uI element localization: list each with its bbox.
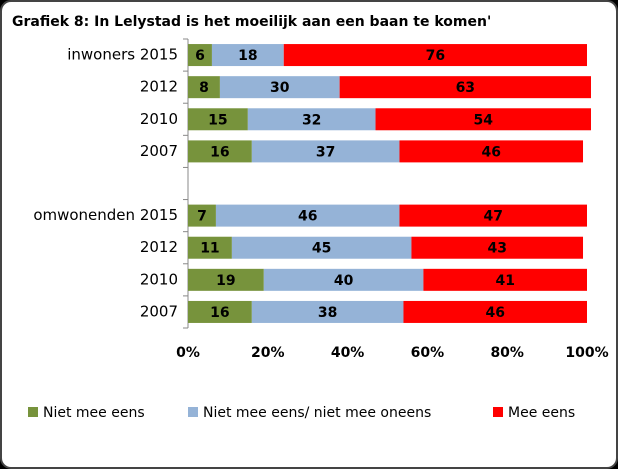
bar-segment (188, 44, 212, 67)
bar-segment (423, 268, 587, 291)
bar-segment (188, 76, 220, 99)
bar-segment (188, 268, 264, 291)
legend-swatch (28, 407, 38, 417)
x-tick-label: 60% (411, 345, 445, 361)
bar-segment (251, 300, 404, 323)
bar-segment (375, 108, 591, 131)
data-label: 41 (495, 273, 514, 289)
bar-segment (188, 140, 252, 163)
y-tick-label: 2012 (140, 238, 178, 256)
x-tick-label: 0% (176, 345, 200, 361)
data-label: 11 (200, 241, 219, 257)
x-tick-label: 100% (565, 345, 608, 361)
bar-segment (247, 108, 376, 131)
y-tick-label: 2010 (140, 110, 178, 128)
bar-segment (188, 300, 252, 323)
data-label: 63 (456, 80, 475, 96)
data-label: 54 (474, 112, 494, 128)
legend-swatch (188, 407, 198, 417)
data-label: 46 (298, 209, 317, 225)
data-label: 46 (481, 144, 500, 160)
bar-segment (399, 140, 584, 163)
bar-segment (411, 236, 584, 259)
data-label: 18 (238, 48, 257, 64)
data-label: 38 (318, 305, 337, 321)
data-label: 43 (487, 241, 506, 257)
data-label: 47 (483, 209, 502, 225)
data-label: 30 (270, 80, 290, 96)
y-tick-label: 2010 (140, 270, 178, 288)
y-tick-label: omwonenden 2015 (33, 206, 178, 224)
y-tick-label: 2007 (140, 142, 178, 160)
data-label: 32 (302, 112, 321, 128)
data-label: 19 (216, 273, 235, 289)
bar-segment (339, 76, 591, 99)
bar-segment (403, 300, 587, 323)
bar-segment (219, 76, 340, 99)
data-label: 46 (485, 305, 504, 321)
chart-title: Grafiek 8: In Lelystad is het moeilijk a… (12, 14, 491, 30)
bar-segment (188, 108, 248, 131)
legend-label: Niet mee eens (43, 405, 145, 421)
data-label: 6 (195, 48, 205, 64)
bar-segment (215, 204, 400, 227)
data-label: 37 (316, 144, 335, 160)
bar-segment (211, 44, 284, 67)
bar-segment (231, 236, 412, 259)
data-label: 40 (334, 273, 354, 289)
y-tick-label: 2012 (140, 78, 178, 96)
legend-label: Mee eens (508, 405, 575, 421)
bar-segment (263, 268, 424, 291)
data-label: 16 (210, 305, 229, 321)
y-tick-label: inwoners 2015 (67, 46, 178, 64)
legend-label: Niet mee eens/ niet mee oneens (203, 405, 431, 421)
bar-segment (188, 204, 216, 227)
y-tick-label: 2007 (140, 302, 178, 320)
data-label: 15 (208, 112, 227, 128)
legend-swatch (493, 407, 503, 417)
data-label: 45 (312, 241, 331, 257)
x-tick-label: 20% (251, 345, 285, 361)
bar-segment (251, 140, 400, 163)
data-label: 16 (210, 144, 229, 160)
x-tick-label: 40% (331, 345, 365, 361)
bar-segment (283, 44, 587, 67)
x-tick-label: 80% (490, 345, 524, 361)
data-label: 7 (197, 209, 207, 225)
bar-segment (399, 204, 587, 227)
data-label: 8 (199, 80, 209, 96)
data-label: 76 (426, 48, 445, 64)
bar-segment (188, 236, 232, 259)
